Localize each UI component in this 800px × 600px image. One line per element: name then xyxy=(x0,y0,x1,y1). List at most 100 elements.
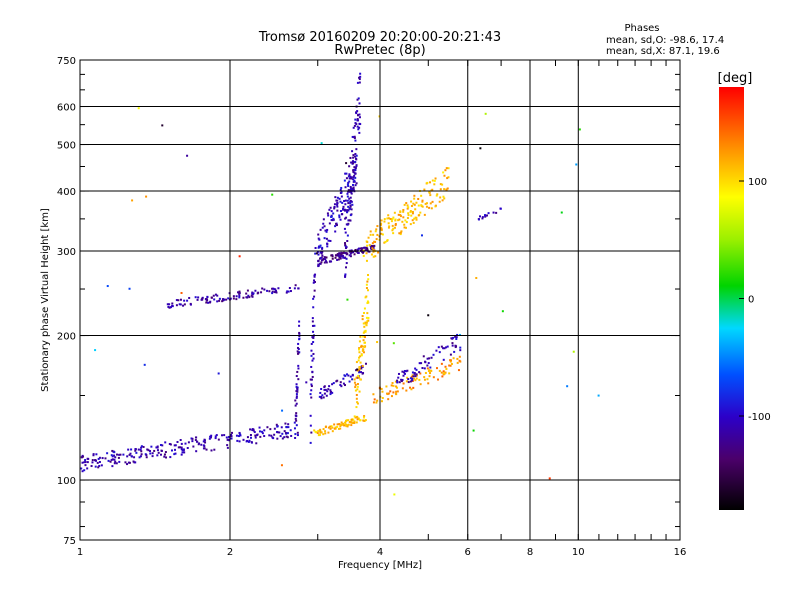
data-point xyxy=(171,302,174,305)
data-point xyxy=(294,433,297,436)
data-point xyxy=(317,253,320,256)
data-point xyxy=(323,237,326,240)
series-e-cusp-vertical- xyxy=(294,320,301,439)
data-point xyxy=(436,193,439,196)
data-point xyxy=(320,397,323,400)
data-point xyxy=(350,191,353,194)
data-point xyxy=(317,233,320,236)
data-point xyxy=(285,435,288,438)
data-point xyxy=(451,344,454,347)
data-point xyxy=(356,81,359,84)
data-point xyxy=(179,439,182,442)
data-point xyxy=(226,438,229,441)
data-point xyxy=(242,438,245,441)
data-point xyxy=(180,446,183,449)
data-point xyxy=(418,362,421,365)
data-point xyxy=(251,429,254,432)
colorbar-tick-label: -100 xyxy=(748,412,771,423)
data-point xyxy=(404,226,407,229)
data-point xyxy=(235,298,238,301)
data-point xyxy=(347,205,350,208)
data-point xyxy=(331,219,334,222)
data-point xyxy=(139,455,142,458)
data-point xyxy=(335,254,338,257)
data-point xyxy=(316,250,319,253)
series-sparse-noise xyxy=(94,107,600,496)
data-point xyxy=(221,300,224,303)
data-point xyxy=(332,382,335,385)
data-point xyxy=(324,229,327,232)
data-point xyxy=(363,307,366,310)
data-point xyxy=(343,424,346,427)
data-point xyxy=(344,242,347,245)
data-point xyxy=(145,195,148,198)
data-point xyxy=(324,426,327,429)
data-point xyxy=(434,205,437,208)
data-point xyxy=(296,431,299,434)
data-point xyxy=(405,221,408,224)
data-point xyxy=(409,380,412,383)
data-point xyxy=(140,445,143,448)
data-point xyxy=(325,237,328,240)
data-point xyxy=(168,442,171,445)
data-point xyxy=(218,297,221,300)
data-point xyxy=(268,290,271,293)
data-point xyxy=(358,369,361,372)
data-point xyxy=(286,290,289,293)
data-point xyxy=(343,227,346,230)
data-point xyxy=(310,365,313,368)
data-point xyxy=(111,449,114,452)
data-point xyxy=(349,214,352,217)
data-point xyxy=(137,448,140,451)
data-point xyxy=(343,200,346,203)
data-point xyxy=(297,364,300,367)
data-point xyxy=(354,416,357,419)
data-point xyxy=(423,213,426,216)
data-point xyxy=(339,210,342,213)
data-point xyxy=(404,219,407,222)
data-point xyxy=(327,239,330,242)
data-point xyxy=(481,217,484,220)
data-point xyxy=(276,437,279,440)
data-point xyxy=(344,421,347,424)
data-point xyxy=(481,216,484,219)
data-point xyxy=(392,391,395,394)
data-point xyxy=(177,446,180,449)
data-point xyxy=(97,457,100,460)
data-point xyxy=(246,439,249,442)
data-point xyxy=(298,324,301,327)
data-point xyxy=(355,406,358,409)
series-f1-trace xyxy=(166,284,300,309)
data-point xyxy=(421,367,424,370)
data-point xyxy=(350,161,353,164)
data-point xyxy=(352,178,355,181)
data-point xyxy=(296,434,299,437)
data-point xyxy=(410,214,413,217)
data-point xyxy=(357,359,360,362)
data-point xyxy=(180,291,183,294)
data-point xyxy=(81,470,84,473)
data-point xyxy=(431,179,434,182)
data-point xyxy=(187,441,190,444)
data-point xyxy=(91,459,94,462)
data-point xyxy=(114,460,117,463)
data-point xyxy=(380,400,383,403)
data-point xyxy=(486,214,489,217)
data-point xyxy=(202,444,205,447)
data-point xyxy=(294,404,297,407)
data-point xyxy=(345,262,348,265)
data-point xyxy=(343,179,346,182)
data-point xyxy=(387,214,390,217)
data-point xyxy=(452,336,455,339)
data-point xyxy=(194,296,197,299)
data-point xyxy=(295,385,298,388)
data-point xyxy=(365,252,368,255)
data-point xyxy=(431,188,434,191)
data-point xyxy=(142,445,145,448)
data-point xyxy=(419,372,422,375)
series-x-mode-vertical-3-6-mhz xyxy=(353,274,370,424)
data-point xyxy=(415,374,418,377)
data-point xyxy=(401,378,404,381)
data-point xyxy=(353,253,356,256)
data-point xyxy=(358,371,361,374)
